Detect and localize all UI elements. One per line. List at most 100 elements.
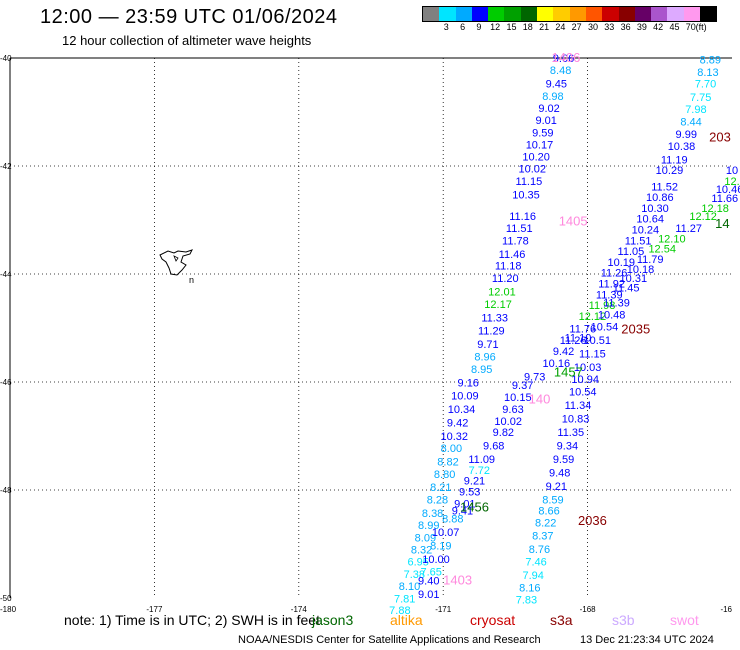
pass-time-label: 203 xyxy=(709,130,731,145)
wave-height-value: 11.09 xyxy=(468,454,495,466)
wave-height-value: 9.53 xyxy=(459,486,480,498)
wave-height-value: 12.17 xyxy=(484,299,512,311)
wave-height-value: 9.82 xyxy=(493,427,514,439)
pass-time-label: 1406 xyxy=(551,50,580,65)
wave-height-value: 8.37 xyxy=(532,531,553,543)
wave-height-value: 9.73 xyxy=(524,371,545,383)
wave-height-value: 8.95 xyxy=(471,364,492,376)
wave-height-value: 9.48 xyxy=(549,468,570,480)
color-scale-unit: (ft) xyxy=(695,22,707,32)
wave-height-value: 10.03 xyxy=(574,362,602,374)
map-title: 12:00 — 23:59 UTC 01/06/2024 xyxy=(40,6,338,28)
wave-height-value: 10.31 xyxy=(620,273,648,285)
wave-height-value: 9.34 xyxy=(557,441,578,453)
color-swatch xyxy=(585,7,603,21)
color-scale-tick: 45 xyxy=(669,22,680,32)
wave-height-value: 10.15 xyxy=(504,392,532,404)
wave-height-value: 10.48 xyxy=(598,309,626,321)
color-swatch xyxy=(553,7,570,21)
wave-height-value: 11.52 xyxy=(651,181,678,193)
wave-height-value: 9.59 xyxy=(553,454,574,466)
wave-height-value: 12.12 xyxy=(689,211,717,223)
wave-height-value: 7.88 xyxy=(389,605,410,617)
wave-height-value: 11.20 xyxy=(492,273,519,285)
color-swatch xyxy=(520,7,538,21)
wave-height-value: 10.54 xyxy=(591,322,619,334)
wave-height-value: 10.54 xyxy=(569,387,597,399)
wave-height-value: 10.32 xyxy=(441,431,469,443)
wave-height-value: 11.46 xyxy=(499,249,526,261)
wave-height-value: 10.83 xyxy=(562,414,590,426)
color-scale-tick: 21 xyxy=(539,22,550,32)
color-scale-tick: 27 xyxy=(571,22,582,32)
wave-height-value: 9.99 xyxy=(676,129,697,141)
color-swatch xyxy=(504,7,521,21)
wave-height-value: 11.39 xyxy=(596,289,623,301)
color-scale-bar xyxy=(422,6,718,22)
wave-height-value: 11.34 xyxy=(565,400,592,412)
wave-height-value: 11.45 xyxy=(613,282,640,294)
wave-height-value: 8.82 xyxy=(437,457,458,469)
color-scale-tick: 6 xyxy=(460,22,466,32)
wave-height-value: 10.64 xyxy=(636,214,664,226)
wave-height-value: 9.16 xyxy=(458,377,479,389)
wave-height-value: 10 xyxy=(726,165,738,177)
wave-height-value: 9.42 xyxy=(553,346,574,358)
color-scale-tick: 42 xyxy=(653,22,664,32)
satellite-legend-item: swot xyxy=(670,612,699,628)
wave-height-value: 11.92 xyxy=(598,279,625,291)
map-subtitle: 12 hour collection of altimeter wave hei… xyxy=(62,33,312,48)
wave-height-value: 10.09 xyxy=(451,390,479,402)
wave-height-value: 8.16 xyxy=(519,583,540,595)
longitude-tick-label: -168 xyxy=(580,605,597,614)
wave-height-value: 10.51 xyxy=(583,335,611,347)
wave-height-value: 7.83 xyxy=(516,594,537,606)
wave-height-value: 9.63 xyxy=(502,404,523,416)
color-scale-tick: 15 xyxy=(506,22,517,32)
wave-height-value: 10.02 xyxy=(518,163,546,175)
color-swatch xyxy=(471,7,489,21)
color-scale-tick: 12 xyxy=(490,22,501,32)
color-scale-tick: 39 xyxy=(636,22,647,32)
latitude-tick-label: -48 xyxy=(0,486,12,495)
wave-height-value: 7.70 xyxy=(695,79,716,91)
longitude-tick-label: -16 xyxy=(720,605,732,614)
wave-height-value: 7.75 xyxy=(690,92,711,104)
pass-time-label: 1456 xyxy=(460,500,489,515)
wave-height-value: 9.06 xyxy=(553,53,574,65)
latitude-tick-label: -40 xyxy=(0,54,12,63)
wave-height-value: 11.98 xyxy=(589,300,616,312)
color-swatch xyxy=(488,7,505,21)
color-swatch xyxy=(667,7,684,21)
longitude-tick-label: -174 xyxy=(291,605,308,614)
wave-height-value: 11.35 xyxy=(557,427,584,439)
wave-height-value: 8.10 xyxy=(399,581,420,593)
wave-height-value: 8.09 xyxy=(415,532,436,544)
wave-height-value: 11.19 xyxy=(661,154,688,166)
color-scale-tick: 36 xyxy=(620,22,631,32)
wave-height-value: 10.00 xyxy=(422,554,450,566)
color-swatch xyxy=(634,7,652,21)
color-swatch xyxy=(439,7,456,21)
wave-height-value: 10.19 xyxy=(608,257,636,269)
island-outline xyxy=(159,249,193,276)
wave-height-value: 11.10 xyxy=(565,333,592,345)
color-scale-tick: 33 xyxy=(604,22,615,32)
wave-height-value: 11.05 xyxy=(618,246,645,258)
wave-height-value: 9.59 xyxy=(532,127,553,139)
wave-height-value: 10.34 xyxy=(448,404,476,416)
footer-note: note: 1) Time is in UTC; 2) SWH is in fe… xyxy=(64,612,320,628)
pass-time-label: 14 xyxy=(715,216,729,231)
color-swatch xyxy=(455,7,472,21)
color-scale-tick: 9 xyxy=(476,22,482,32)
wave-height-value: 11.39 xyxy=(603,297,630,309)
wave-height-value: 11.16 xyxy=(509,211,536,223)
latitude-tick-label: -46 xyxy=(0,378,12,387)
wave-height-value: 9.01 xyxy=(418,589,439,601)
wave-height-value: 11.18 xyxy=(495,261,522,273)
wave-height-value: 11.78 xyxy=(502,235,529,247)
wave-height-value: 12. xyxy=(724,176,739,188)
wave-height-value: 9.68 xyxy=(483,441,504,453)
wave-height-value: 8.28 xyxy=(427,495,448,507)
wave-height-value: 9.42 xyxy=(447,417,468,429)
